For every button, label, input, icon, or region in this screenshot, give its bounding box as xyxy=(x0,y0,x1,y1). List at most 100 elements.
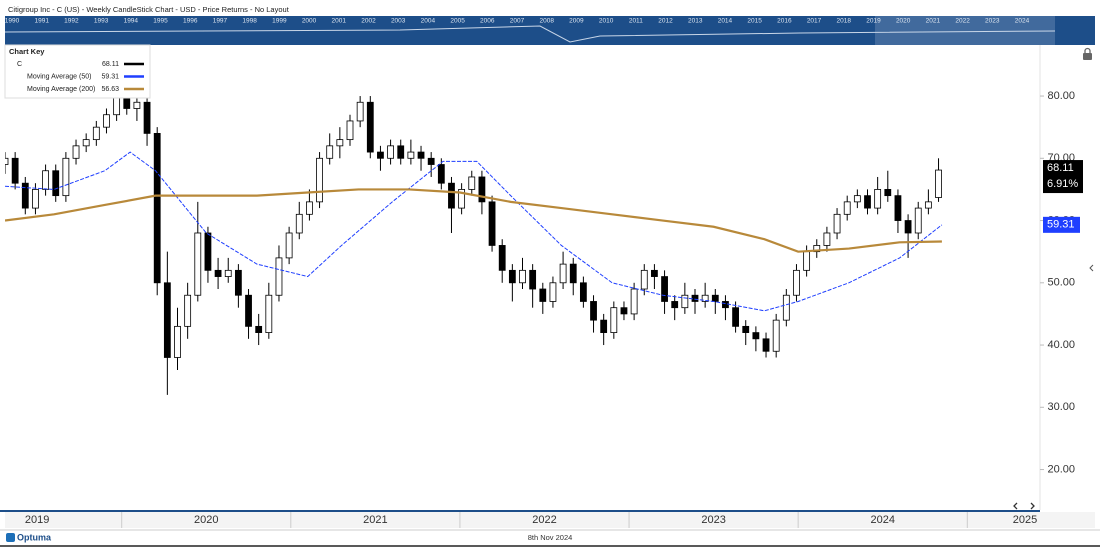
x-axis-band xyxy=(5,512,1095,528)
candle-body xyxy=(478,176,486,203)
navigator-year: 2012 xyxy=(658,18,673,25)
candle-body xyxy=(275,257,283,296)
plot-area xyxy=(5,89,943,395)
candle-body xyxy=(935,169,942,198)
candle-body xyxy=(194,232,202,296)
candle-body xyxy=(671,301,679,309)
navigator-year: 1993 xyxy=(94,18,109,25)
lock-icon[interactable] xyxy=(1083,53,1092,60)
candle-body xyxy=(864,195,871,209)
candle-body xyxy=(143,101,151,134)
navigator-years: 1990 1991 1992 1993 1994 1995 1996 1997 1998 1999… xyxy=(5,18,1030,25)
navigator-window[interactable] xyxy=(875,16,1055,45)
navigator-year: 2009 xyxy=(569,18,584,25)
navigator-year: 2020 xyxy=(896,18,911,25)
candle-body xyxy=(833,213,841,234)
navigator-year: 2023 xyxy=(985,18,1000,25)
legend-value: 56.63 xyxy=(101,86,119,93)
candle-body xyxy=(285,232,293,259)
navigator-year: 1997 xyxy=(213,18,228,25)
footer-date: 8th Nov 2024 xyxy=(528,533,573,542)
candle-body xyxy=(590,301,597,321)
y-tick-label: 20.00 xyxy=(1047,463,1075,475)
candle-body xyxy=(853,195,861,203)
candle-body xyxy=(174,325,181,358)
ma-tag-value: 59.31 xyxy=(1047,219,1075,231)
navigator-year: 2003 xyxy=(391,18,406,25)
candle-body xyxy=(32,189,39,209)
navigator-year: 2000 xyxy=(302,18,317,25)
candle-body xyxy=(762,338,770,352)
candle-body xyxy=(72,145,80,159)
candle-body xyxy=(397,145,405,159)
x-tick-label: 2025 xyxy=(1013,514,1037,526)
navigator-year: 2015 xyxy=(747,18,762,25)
candle-body xyxy=(620,307,628,315)
candle-body xyxy=(579,282,587,302)
price-tag-change: 6.91% xyxy=(1047,178,1078,190)
candle-body xyxy=(214,269,222,277)
candle-body xyxy=(752,332,760,340)
side-arrow[interactable] xyxy=(1089,264,1094,272)
candle-body xyxy=(184,294,192,327)
brand-icon xyxy=(6,533,15,542)
navigator-year: 2024 xyxy=(1015,18,1030,25)
scroll-right[interactable] xyxy=(1030,502,1035,510)
navigator-year: 2021 xyxy=(926,18,941,25)
brand: Optuma xyxy=(17,532,52,542)
candle-body xyxy=(377,151,384,159)
moving-average-line xyxy=(5,188,942,253)
candle-body xyxy=(82,139,90,147)
candle-body xyxy=(92,126,100,141)
legend-value: 59.31 xyxy=(101,73,119,80)
x-tick-label: 2021 xyxy=(363,514,387,526)
navigator-year: 2014 xyxy=(718,18,733,25)
legend-entries: C 68.11 Moving Average (50) 59.31 Moving Ave… xyxy=(17,61,144,93)
navigator-year: 2017 xyxy=(807,18,822,25)
navigator-year: 2006 xyxy=(480,18,495,25)
candle-body xyxy=(468,176,476,190)
candle-body xyxy=(549,282,557,302)
navigator-year: 1996 xyxy=(183,18,198,25)
x-tick-label: 2020 xyxy=(194,514,218,526)
navigator-year: 1991 xyxy=(34,18,49,25)
candle-body xyxy=(153,132,161,284)
candle-body xyxy=(772,319,780,352)
candle-body xyxy=(62,157,70,197)
candle-body xyxy=(732,307,739,327)
candle-body xyxy=(336,139,344,147)
candle-body xyxy=(742,325,750,333)
candle-body xyxy=(722,301,729,309)
navigator-year: 2018 xyxy=(837,18,852,25)
navigator-year: 2013 xyxy=(688,18,703,25)
navigator-year: 1999 xyxy=(272,18,287,25)
candle-body xyxy=(326,145,334,159)
y-tick-label: 50.00 xyxy=(1047,277,1075,289)
navigator-year: 2002 xyxy=(361,18,376,25)
navigator-year: 2019 xyxy=(866,18,881,25)
y-tick-label: 40.00 xyxy=(1047,339,1075,351)
candle-body xyxy=(894,195,902,221)
candle-body xyxy=(640,269,648,290)
candle-body xyxy=(559,263,567,284)
candle-body xyxy=(316,157,323,203)
candle-body xyxy=(519,269,526,284)
candle-body xyxy=(11,157,19,184)
candle-body xyxy=(681,294,689,309)
candle-body xyxy=(113,95,121,116)
candle-body xyxy=(701,294,709,302)
candle-body xyxy=(427,157,435,165)
candle-body xyxy=(356,101,364,122)
candle-body xyxy=(255,325,263,333)
candle-body xyxy=(295,213,303,234)
candle-body xyxy=(52,170,60,197)
navigator-year: 2016 xyxy=(777,18,792,25)
candle-body xyxy=(234,269,242,296)
candle-body xyxy=(569,263,577,284)
navigator-year: 1994 xyxy=(124,18,139,25)
navigator-year: 1990 xyxy=(5,18,20,25)
scroll-left[interactable] xyxy=(1013,502,1018,510)
moving-average-line xyxy=(5,151,943,312)
